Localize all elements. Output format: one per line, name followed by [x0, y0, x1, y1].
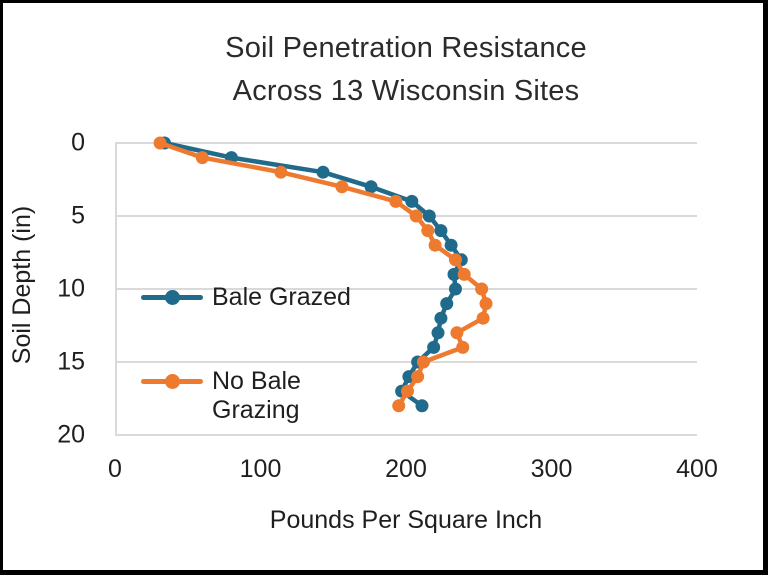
- no-bale-grazing-data-point-marker: [456, 340, 470, 354]
- bale-grazed-data-point-marker: [440, 297, 454, 311]
- no-bale-grazing-data-point-marker: [475, 282, 489, 296]
- x-tick-label-100: 100: [239, 455, 282, 483]
- no-bale-grazing-markers: [153, 136, 493, 413]
- plot-area: [115, 136, 697, 436]
- y-tick-label-15: 15: [57, 347, 85, 376]
- legend-label-bale-grazed: Bale Grazed: [212, 283, 351, 311]
- bale-grazed-marker-icon: [165, 290, 180, 305]
- y-tick-label-10: 10: [57, 274, 85, 303]
- y-tick-label-5: 5: [71, 201, 85, 230]
- no-bale-grazing-data-point-marker: [411, 370, 425, 384]
- legend-item-no-bale-grazing: No Bale Grazing: [141, 367, 301, 425]
- bale-grazed-data-point-marker: [316, 165, 330, 179]
- y-tick-label-0: 0: [71, 128, 85, 157]
- legend-label-no-bale-grazing: No Bale Grazing: [212, 367, 301, 425]
- x-tick-label-300: 300: [530, 455, 573, 483]
- bale-grazed-data-point-marker: [422, 209, 436, 223]
- bale-grazed-data-point-marker: [434, 224, 448, 238]
- no-bale-grazing-data-point-marker: [457, 267, 471, 281]
- bale-grazed-data-point-marker: [447, 267, 461, 281]
- no-bale-grazing-data-point-marker: [421, 224, 435, 238]
- x-axis-title: Pounds Per Square Inch: [269, 506, 543, 534]
- chart-title-line-1: Soil Penetration Resistance: [225, 32, 587, 64]
- no-bale-grazing-data-point-marker: [389, 194, 403, 208]
- x-tick-label-400: 400: [676, 455, 718, 483]
- no-bale-grazing-data-point-marker: [479, 297, 493, 311]
- no-bale-grazing-data-point-marker: [274, 165, 288, 179]
- legend-label-no-bale-line-2: Grazing: [212, 396, 300, 424]
- no-bale-grazing-legend-swatch: [141, 367, 203, 396]
- chart-title: Soil Penetration Resistance Across 13 Wi…: [115, 27, 697, 113]
- bale-grazed-data-point-marker: [444, 238, 458, 252]
- bale-grazed-data-point-marker: [431, 326, 445, 340]
- bale-grazed-data-point-marker: [364, 180, 378, 194]
- no-bale-grazing-marker-icon: [165, 374, 180, 389]
- chart-title-line-2: Across 13 Wisconsin Sites: [232, 75, 580, 107]
- x-tick-label-200: 200: [385, 455, 427, 483]
- no-bale-grazing-data-point-marker: [335, 180, 349, 194]
- bale-grazed-data-point-marker: [434, 311, 448, 325]
- no-bale-grazing-data-point-marker: [409, 209, 423, 223]
- y-tick-label-20: 20: [57, 420, 85, 449]
- bale-grazed-data-point-marker: [427, 340, 441, 354]
- no-bale-grazing-data-point-marker: [392, 399, 406, 413]
- bale-grazed-data-point-marker: [405, 194, 419, 208]
- x-tick-label-0: 0: [108, 455, 122, 483]
- bale-grazed-data-point-marker: [448, 282, 462, 296]
- no-bale-grazing-data-point-marker: [428, 238, 442, 252]
- bale-grazed-legend-swatch: [141, 283, 203, 312]
- no-bale-grazing-data-point-marker: [153, 136, 167, 150]
- no-bale-grazing-data-point-marker: [195, 151, 209, 165]
- no-bale-grazing-data-point-marker: [476, 311, 490, 325]
- legend-label-no-bale-line-1: No Bale: [212, 367, 301, 395]
- bale-grazed-data-point-marker: [415, 399, 429, 413]
- no-bale-grazing-data-point-marker: [448, 253, 462, 267]
- legend-item-bale-grazed: Bale Grazed: [141, 283, 351, 312]
- no-bale-grazing-data-point-marker: [450, 326, 464, 340]
- no-bale-grazing-data-point-marker: [416, 355, 430, 369]
- no-bale-grazing-data-point-marker: [400, 384, 414, 398]
